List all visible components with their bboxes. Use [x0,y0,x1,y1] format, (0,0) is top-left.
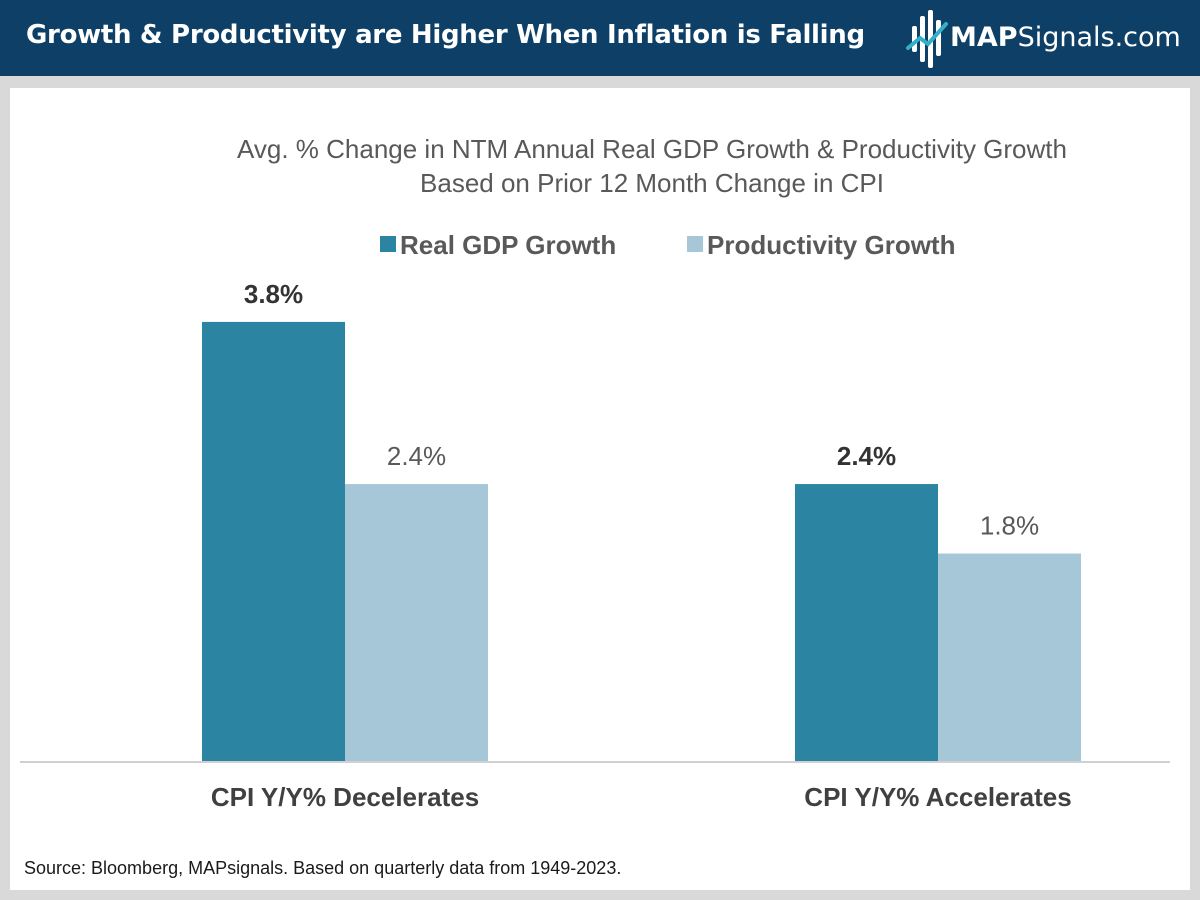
legend-swatch-productivity [687,236,703,252]
chart-title: Avg. % Change in NTM Annual Real GDP Gro… [10,132,1200,200]
value-label-productivity-growth-cpi-y-y-accelerates: 1.8% [980,511,1039,541]
bar-productivity-growth-cpi-y-y-accelerates [938,553,1081,762]
value-label-productivity-growth-cpi-y-y-decelerates: 2.4% [387,441,446,471]
value-label-real-gdp-growth-cpi-y-y-decelerates: 3.8% [244,279,303,309]
page-title: Growth & Productivity are Higher When In… [26,20,865,50]
category-label-cpi-y-y-decelerates: CPI Y/Y% Decelerates [211,782,479,812]
bar-real-gdp-growth-cpi-y-y-accelerates [795,484,938,762]
value-labels-group: 3.8% 2.4% 2.4% 1.8% [244,279,1039,541]
legend-swatch-real-gdp [380,236,396,252]
category-labels-group: CPI Y/Y% Decelerates CPI Y/Y% Accelerates [211,782,1072,812]
bars-group [202,321,1081,762]
logo-icon [906,10,948,68]
logo-text-strong: MAP [950,22,1018,53]
legend-label-productivity: Productivity Growth [707,230,955,260]
logo-text: MAPSignals.com [950,22,1181,53]
source-note: Source: Bloomberg, MAPsignals. Based on … [24,858,622,878]
chart-title-line-1: Avg. % Change in NTM Annual Real GDP Gro… [237,134,1067,164]
value-label-real-gdp-growth-cpi-y-y-accelerates: 2.4% [837,441,896,471]
bar-chart: Real GDP Growth Productivity Growth 3.8%… [20,230,1170,812]
legend-label-real-gdp: Real GDP Growth [400,230,616,260]
header-bar: Growth & Productivity are Higher When In… [0,0,1200,76]
logo-text-rest: Signals.com [1017,22,1181,53]
bar-productivity-growth-cpi-y-y-decelerates [345,484,488,762]
bar-real-gdp-growth-cpi-y-y-decelerates [202,321,345,762]
legend: Real GDP Growth Productivity Growth [380,230,955,260]
category-label-cpi-y-y-accelerates: CPI Y/Y% Accelerates [804,782,1071,812]
chart-panel: Avg. % Change in NTM Annual Real GDP Gro… [10,88,1190,890]
chart-title-line-2: Based on Prior 12 Month Change in CPI [420,168,884,198]
